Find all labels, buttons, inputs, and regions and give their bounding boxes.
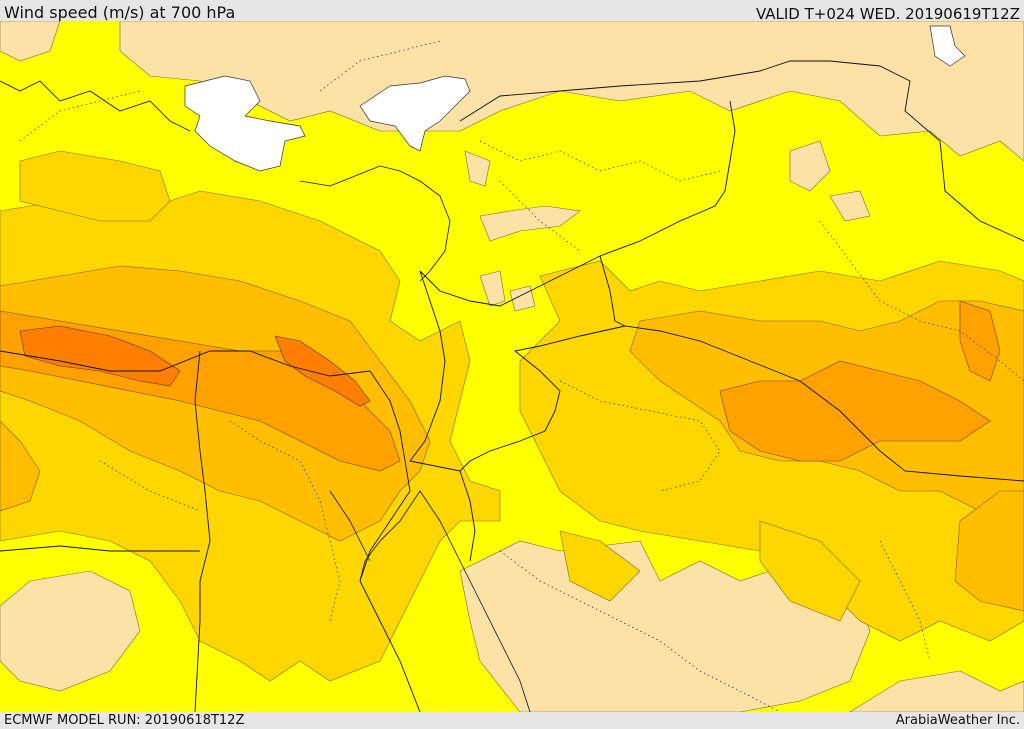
coastlines <box>0 80 531 712</box>
credit-label: ArabiaWeather Inc. <box>895 713 1020 728</box>
header-bar: Wind speed (m/s) at 700 hPa VALID T+024 … <box>0 0 1024 23</box>
country-borders <box>0 60 1024 712</box>
footer-bar: ECMWF MODEL RUN: 20190618T12Z ArabiaWeat… <box>0 712 1024 729</box>
province-borders <box>19 40 1024 712</box>
map-canvas <box>0 21 1024 712</box>
calm-regions <box>0 21 1024 712</box>
wind-speed-map[interactable] <box>0 21 1024 712</box>
valid-time: VALID T+024 WED. 20190619T12Z <box>755 5 1020 23</box>
model-run-label: ECMWF MODEL RUN: 20190618T12Z <box>4 713 245 728</box>
map-title: Wind speed (m/s) at 700 hPa <box>4 3 236 22</box>
sea-regions <box>184 25 966 172</box>
